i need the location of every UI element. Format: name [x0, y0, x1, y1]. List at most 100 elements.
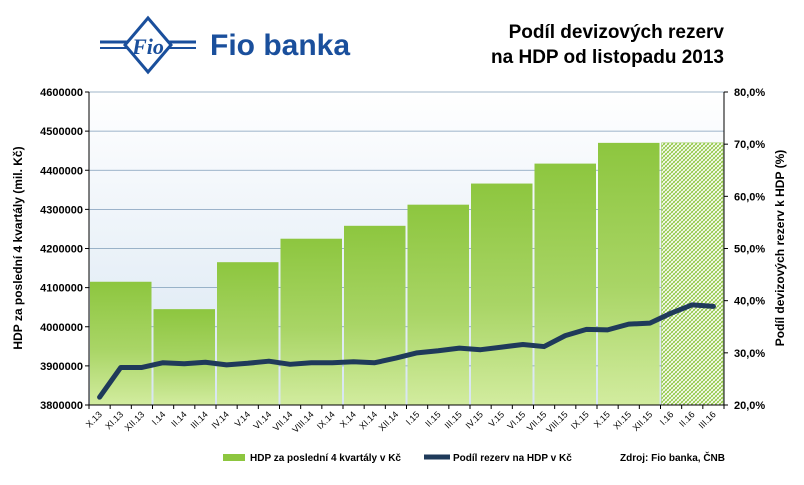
y-axis-label: HDP za poslední 4 kvartály (mil. Kč) [11, 146, 25, 349]
x-tick-label: III.14 [189, 409, 210, 430]
x-tick-label: IV.14 [210, 409, 231, 430]
x-tick-label: XI.13 [103, 409, 125, 431]
x-tick-label: XII.15 [631, 409, 655, 433]
bar [344, 225, 406, 405]
x-tick-label: IX.15 [569, 409, 591, 431]
line-point [479, 348, 483, 352]
bar [661, 142, 724, 406]
y2-tick-label: 70,0% [734, 139, 765, 151]
line-point [436, 349, 440, 353]
y2-tick-label: 20,0% [734, 400, 765, 412]
logo-emblem: Fio [100, 15, 196, 75]
y-tick-label: 3900000 [40, 361, 83, 373]
line-point [161, 361, 165, 365]
x-tick-label: V.15 [487, 409, 507, 429]
x-tick-label: III.15 [443, 409, 464, 430]
x-tick-label: X.13 [84, 409, 104, 429]
bar [217, 262, 279, 405]
bar [280, 238, 342, 405]
line-point [182, 362, 186, 366]
y-tick-label: 4500000 [40, 126, 83, 138]
line-point [309, 361, 313, 365]
y2-axis-label: Podíl devizových rezerv k HDP (%) [773, 150, 787, 347]
line-point [584, 327, 588, 331]
line-point [203, 360, 207, 364]
y2-tick-label: 40,0% [734, 296, 765, 308]
y2-tick-label: 60,0% [734, 191, 765, 203]
x-tick-label: XII.13 [123, 409, 147, 433]
x-tick-label: VI.15 [505, 409, 527, 431]
line-point [542, 345, 546, 349]
logo-emblem-text: Fio [131, 34, 164, 59]
line-point [690, 303, 694, 307]
line-point [521, 342, 525, 346]
x-tick-label: II.14 [169, 409, 188, 428]
line-point [415, 351, 419, 355]
x-tick-label: XI.14 [357, 409, 379, 431]
source-note: Zdroj: Fio banka, ČNB [620, 451, 725, 464]
line-point [500, 345, 504, 349]
x-tick-label: I.14 [150, 409, 168, 427]
y2-tick-label: 50,0% [734, 244, 765, 256]
legend-label-bar: HDP za poslední 4 kvartály v Kč [250, 453, 401, 464]
y2-tick-label: 30,0% [734, 348, 765, 360]
line-point [246, 361, 250, 365]
legend-swatch-bar [223, 454, 245, 461]
x-tick-label: I.15 [404, 409, 422, 427]
line-point [669, 311, 673, 315]
line-point [457, 346, 461, 350]
x-tick-label: X.15 [592, 409, 612, 429]
x-tick-label: XII.14 [377, 409, 401, 433]
chart-title-line1: Podíl devizových rezerv [509, 22, 725, 43]
bar [534, 163, 596, 405]
bar-layer [90, 142, 724, 406]
y2-tick-label: 80,0% [734, 87, 765, 99]
y-tick-label: 4600000 [40, 87, 83, 99]
logo-text: Fio banka [210, 29, 350, 62]
x-tick-label: X.14 [338, 409, 358, 429]
legend: HDP za poslední 4 kvartály v Kč Podíl re… [223, 451, 725, 464]
bar [407, 204, 469, 405]
y-tick-label: 3800000 [40, 400, 83, 412]
line-point [288, 362, 292, 366]
y-tick-label: 4400000 [40, 165, 83, 177]
line-point [627, 322, 631, 326]
x-tick-label: II.15 [423, 409, 442, 428]
line-point [225, 363, 229, 367]
line-point [648, 321, 652, 325]
y-tick-label: 4200000 [40, 244, 83, 256]
series-line [97, 302, 716, 400]
line-point [140, 365, 144, 369]
chart-title-line2: na HDP od listopadu 2013 [491, 47, 724, 68]
line-point [352, 360, 356, 364]
line-point [394, 356, 398, 360]
x-tick-label: IX.14 [315, 409, 337, 431]
axis-layer [85, 91, 728, 409]
bar [153, 309, 215, 405]
bar [598, 142, 660, 406]
bar [90, 281, 152, 405]
x-tick-label: II.16 [677, 409, 696, 428]
x-tick-label: VI.14 [251, 409, 273, 431]
x-tick-label: I.16 [658, 409, 676, 427]
line-point [711, 304, 715, 308]
y-tick-label: 4300000 [40, 204, 83, 216]
line-point [119, 365, 123, 369]
x-tick-label: VIII.14 [290, 409, 315, 434]
legend-label-line: Podíl rezerv na HDP v Kč [453, 453, 572, 464]
line-point [563, 334, 567, 338]
y-tick-label: 4000000 [40, 322, 83, 334]
logo: Fio Fio banka [100, 15, 350, 75]
y-tick-label: 4100000 [40, 283, 83, 295]
line-point [98, 395, 102, 399]
line-point [330, 361, 334, 365]
x-tick-label: IV.15 [464, 409, 485, 430]
line-point [267, 359, 271, 363]
x-tick-label: V.14 [233, 409, 253, 429]
x-tick-label: III.16 [697, 409, 718, 430]
line-point [606, 328, 610, 332]
x-tick-label: XI.15 [611, 409, 633, 431]
line-point [373, 361, 377, 365]
